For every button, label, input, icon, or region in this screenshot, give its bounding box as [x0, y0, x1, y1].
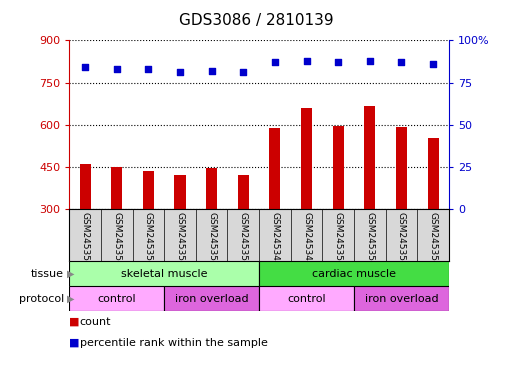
Bar [69, 286, 164, 311]
Text: GDS3086 / 2810139: GDS3086 / 2810139 [179, 13, 334, 28]
Text: GSM245352: GSM245352 [397, 212, 406, 266]
Point [429, 61, 437, 67]
Bar [174, 175, 186, 209]
Text: GSM245349: GSM245349 [302, 212, 311, 266]
Text: GSM245355: GSM245355 [112, 212, 121, 266]
Bar [111, 167, 122, 209]
Bar [259, 286, 354, 311]
Point [302, 58, 310, 64]
Point [144, 66, 152, 72]
Point [334, 59, 342, 65]
Point [366, 58, 374, 64]
Text: GSM245353: GSM245353 [428, 212, 438, 266]
Text: tissue: tissue [31, 268, 64, 279]
Point [81, 64, 89, 70]
Bar [332, 126, 344, 209]
Bar [269, 127, 281, 209]
Text: control: control [287, 293, 326, 304]
Text: GSM245350: GSM245350 [333, 212, 343, 266]
Text: GSM245348: GSM245348 [270, 212, 280, 266]
Text: percentile rank within the sample: percentile rank within the sample [80, 338, 267, 348]
Text: GSM245359: GSM245359 [239, 212, 248, 266]
Bar [396, 127, 407, 209]
Text: GSM245356: GSM245356 [144, 212, 153, 266]
Bar [427, 138, 439, 209]
Text: control: control [97, 293, 136, 304]
Point [176, 70, 184, 76]
Text: count: count [80, 317, 111, 327]
Bar [364, 106, 376, 209]
Text: iron overload: iron overload [175, 293, 248, 304]
Text: ▶: ▶ [67, 268, 74, 279]
Point [397, 59, 405, 65]
Text: protocol: protocol [19, 293, 64, 304]
Bar [164, 286, 259, 311]
Text: ■: ■ [69, 338, 80, 348]
Point [239, 70, 247, 76]
Bar [301, 108, 312, 209]
Point [271, 59, 279, 65]
Bar [354, 286, 449, 311]
Point [113, 66, 121, 72]
Text: GSM245354: GSM245354 [81, 212, 90, 266]
Bar [69, 261, 259, 286]
Point [207, 68, 215, 74]
Text: skeletal muscle: skeletal muscle [121, 268, 207, 279]
Bar [80, 164, 91, 209]
Text: GSM245351: GSM245351 [365, 212, 374, 266]
Bar [206, 168, 217, 209]
Bar [238, 175, 249, 209]
Bar [259, 261, 449, 286]
Text: ▶: ▶ [67, 293, 74, 304]
Text: ■: ■ [69, 317, 80, 327]
Text: GSM245357: GSM245357 [175, 212, 185, 266]
Text: cardiac muscle: cardiac muscle [312, 268, 396, 279]
Text: GSM245358: GSM245358 [207, 212, 216, 266]
Bar [143, 171, 154, 209]
Text: iron overload: iron overload [365, 293, 438, 304]
